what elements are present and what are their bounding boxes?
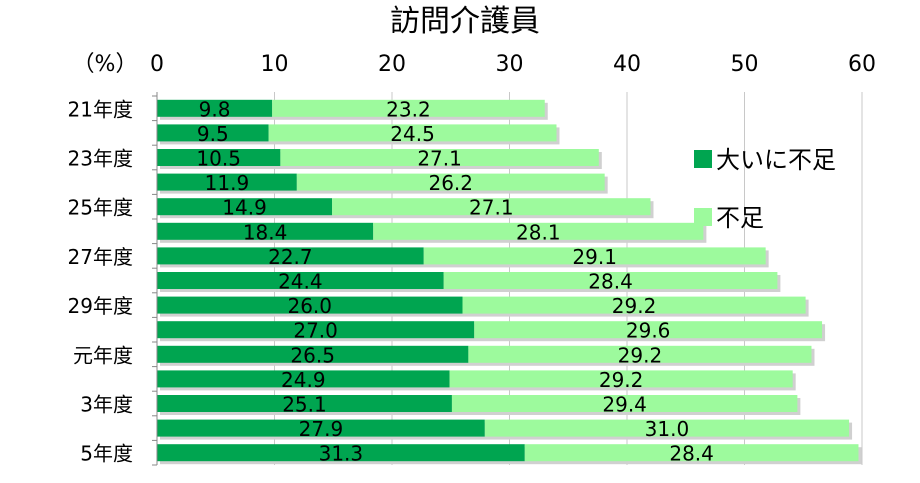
x-tick-label: 40	[613, 52, 641, 77]
data-label: 27.1	[417, 147, 462, 171]
bar-segment	[484, 419, 850, 437]
bar-segment	[157, 222, 374, 240]
legend-label-strong-shortage: 大いに不足	[716, 146, 836, 174]
bar-segment	[280, 149, 599, 166]
legend-swatch-strong-shortage	[694, 150, 712, 168]
data-label: 29.2	[618, 343, 663, 367]
data-label: 9.5	[197, 122, 229, 146]
bar-segment	[423, 247, 766, 265]
data-label: 28.4	[588, 270, 633, 294]
bar-segment	[296, 173, 605, 191]
bar-segment	[524, 444, 859, 462]
data-label: 29.6	[626, 319, 671, 343]
data-label: 10.5	[196, 147, 241, 171]
bar-segment	[449, 370, 793, 388]
x-tick-label: 60	[848, 52, 876, 77]
category-label: 元年度	[73, 343, 133, 367]
x-tick-label: 30	[496, 52, 524, 77]
data-label: 26.5	[290, 343, 335, 367]
bar-segment	[443, 272, 778, 289]
x-tick-label: 20	[378, 52, 406, 77]
bar-segment	[157, 124, 269, 142]
bar-segment	[157, 419, 485, 437]
bar-segment	[373, 222, 704, 240]
data-label: 24.5	[390, 122, 435, 146]
x-tick-label: 10	[261, 52, 289, 77]
data-label: 27.0	[293, 319, 338, 343]
bar-segment	[272, 99, 545, 117]
bar-segment	[157, 149, 281, 166]
bar-segment	[157, 321, 475, 339]
bar-segment	[157, 345, 469, 363]
bar-segment	[157, 99, 273, 117]
bar-segment	[332, 198, 651, 216]
x-tick-label: 0	[150, 52, 164, 77]
unit-label: （%）	[73, 52, 138, 77]
bar-segment	[157, 296, 463, 314]
bar-segment	[474, 321, 823, 339]
data-label: 26.2	[428, 171, 473, 195]
bars	[157, 99, 859, 462]
data-label: 14.9	[222, 196, 267, 220]
bar-segment	[157, 173, 297, 191]
data-label: 27.9	[299, 417, 344, 441]
bar-segment	[268, 124, 557, 142]
chart-title: 訪問介護員	[390, 4, 540, 39]
data-label: 29.2	[599, 368, 644, 392]
data-label: 23.2	[386, 97, 431, 121]
category-label: 29年度	[68, 294, 133, 318]
x-tick-label: 50	[731, 52, 759, 77]
data-label: 11.9	[205, 171, 250, 195]
data-label: 29.2	[612, 294, 657, 318]
legend: 大いに不足 不足	[694, 146, 836, 232]
category-label: 5年度	[80, 442, 133, 466]
legend-label-shortage: 不足	[716, 204, 764, 232]
data-label: 27.1	[469, 196, 514, 220]
category-label: 23年度	[68, 147, 133, 171]
data-label: 29.1	[572, 245, 617, 269]
legend-swatch-shortage	[694, 208, 712, 226]
data-label: 26.0	[287, 294, 332, 318]
bar-segment	[157, 370, 450, 388]
category-label: 25年度	[68, 196, 133, 220]
bar-segment	[157, 395, 452, 412]
data-label: 24.4	[278, 270, 323, 294]
data-label: 24.9	[281, 368, 326, 392]
data-label: 29.4	[602, 393, 647, 417]
data-label: 25.1	[282, 393, 327, 417]
data-label: 31.0	[645, 417, 690, 441]
data-label: 22.7	[268, 245, 313, 269]
bar-segment	[157, 272, 444, 289]
data-label: 28.4	[669, 442, 714, 466]
bar-segment	[157, 198, 333, 216]
bar-segment	[468, 345, 812, 363]
category-label: 21年度	[68, 97, 133, 121]
data-labels: 9.8 23.2 9.5 24.5 10.5 27.1 11.9 26.2 14.9 27.1 18…	[196, 97, 713, 465]
bar-segment	[451, 395, 798, 412]
data-label: 31.3	[319, 442, 364, 466]
data-label: 9.8	[199, 97, 231, 121]
bar-segment	[157, 444, 525, 462]
bar-segment	[462, 296, 806, 314]
category-label: 27年度	[68, 245, 133, 269]
data-label: 18.4	[243, 220, 288, 244]
data-label: 28.1	[516, 220, 561, 244]
category-label: 3年度	[80, 393, 133, 417]
bar-segment	[157, 247, 424, 265]
